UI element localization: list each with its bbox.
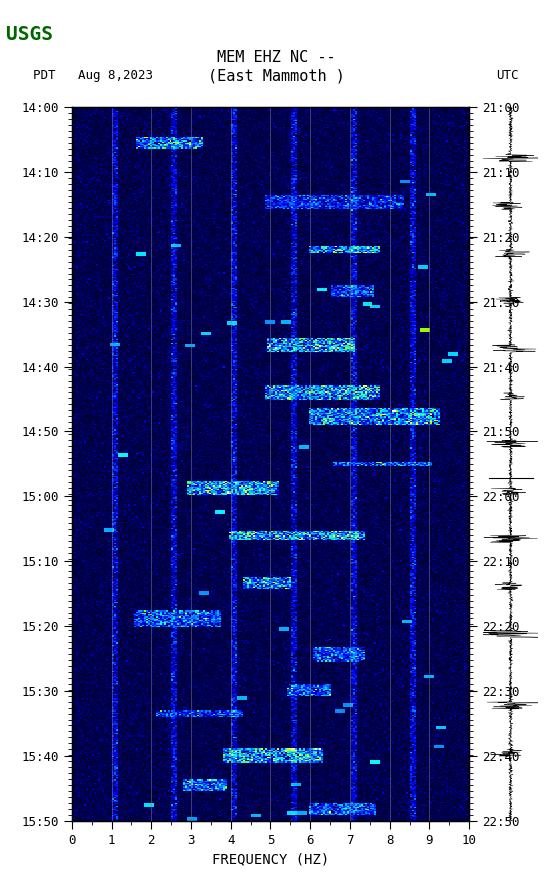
X-axis label: FREQUENCY (HZ): FREQUENCY (HZ) <box>212 853 329 866</box>
Text: USGS: USGS <box>6 25 52 44</box>
Text: MEM EHZ NC --: MEM EHZ NC -- <box>217 51 335 65</box>
Text: PDT   Aug 8,2023: PDT Aug 8,2023 <box>33 70 153 82</box>
Text: (East Mammoth ): (East Mammoth ) <box>208 69 344 83</box>
Text: UTC: UTC <box>496 70 519 82</box>
